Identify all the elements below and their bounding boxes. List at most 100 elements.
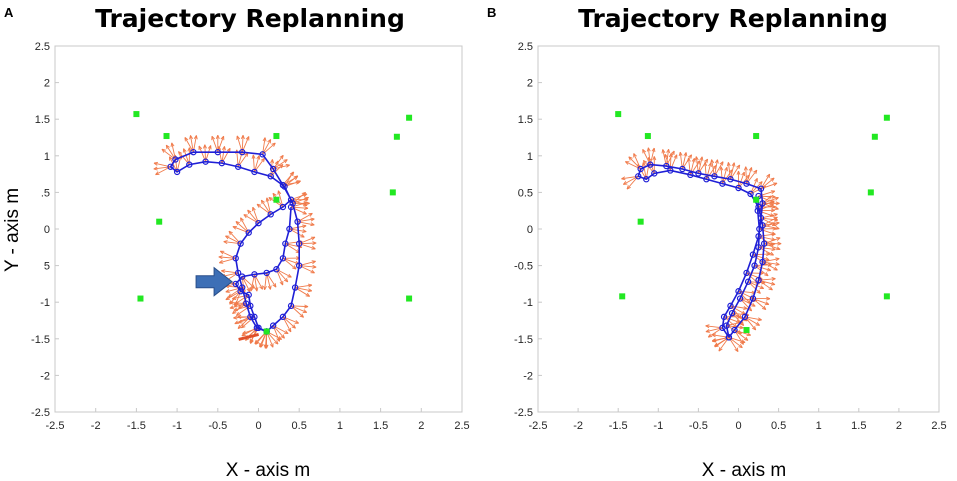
y-tick-label-b: -1.5 bbox=[514, 334, 533, 346]
heading-arrowhead bbox=[312, 241, 317, 246]
heading-arrowhead bbox=[238, 319, 243, 324]
heading-arrowhead bbox=[232, 225, 237, 230]
heading-arrowhead bbox=[240, 134, 245, 140]
y-tick-label-a: -1 bbox=[40, 297, 50, 309]
heading-arrowhead bbox=[305, 292, 310, 297]
trajectory-point bbox=[727, 176, 734, 183]
heading-arrowhead bbox=[284, 330, 289, 335]
heading-arrowhead bbox=[628, 156, 633, 161]
heading-arrowhead bbox=[254, 287, 259, 292]
heading-arrowhead bbox=[764, 272, 769, 277]
heading-arrowhead bbox=[741, 339, 746, 344]
heading-arrowhead bbox=[696, 160, 701, 165]
x-tick-label-a: 0.5 bbox=[292, 420, 307, 432]
heading-arrowhead bbox=[769, 251, 774, 256]
obstacle-marker bbox=[615, 111, 622, 118]
trajectory-point bbox=[190, 148, 197, 156]
heading-arrowhead bbox=[269, 343, 274, 348]
trajectory-point bbox=[234, 163, 242, 170]
heading-arrowhead bbox=[739, 325, 744, 330]
x-tick-label-a: -0.5 bbox=[208, 420, 227, 432]
trajectory-point bbox=[735, 288, 742, 295]
x-tick-label-a: -1.5 bbox=[127, 420, 146, 432]
heading-arrowhead bbox=[771, 247, 776, 252]
heading-arrowhead bbox=[759, 285, 765, 289]
heading-arrowhead bbox=[776, 246, 781, 251]
heading-arrowhead bbox=[301, 191, 307, 197]
heading-arrowhead bbox=[311, 260, 316, 265]
heading-arrowhead bbox=[708, 162, 712, 167]
heading-arrowhead bbox=[265, 197, 270, 202]
y-tick-label-b: 2.5 bbox=[518, 41, 533, 53]
heading-arrowhead bbox=[263, 344, 268, 349]
heading-arrowhead bbox=[254, 339, 259, 345]
heading-arrowhead bbox=[279, 154, 284, 160]
heading-arrowhead bbox=[718, 347, 723, 352]
y-tick-label-a: 5 bbox=[44, 261, 50, 273]
trajectory-point bbox=[281, 183, 288, 190]
heading-arrowhead bbox=[249, 287, 254, 292]
trajectory-point bbox=[723, 322, 730, 329]
heading-arrowhead bbox=[647, 157, 652, 162]
y-tick-label-b: -2.5 bbox=[514, 407, 533, 419]
trajectory-point bbox=[287, 302, 295, 310]
trajectory-point bbox=[239, 148, 246, 156]
obstacle-marker bbox=[163, 133, 170, 140]
heading-arrowhead bbox=[155, 171, 160, 176]
heading-arrowhead bbox=[285, 163, 290, 168]
heading-arrowhead bbox=[219, 259, 224, 264]
obstacle-marker bbox=[389, 189, 396, 196]
heading-arrowhead bbox=[775, 257, 780, 262]
trajectory-point bbox=[735, 184, 742, 192]
heading-arrowhead bbox=[272, 192, 277, 198]
heading-arrowhead bbox=[229, 305, 234, 310]
chart-title-a: Trajectory Replanning bbox=[95, 4, 405, 33]
obstacles-a bbox=[133, 111, 413, 335]
y-tick-label-a: 1 bbox=[44, 151, 50, 163]
trajectory-point bbox=[695, 170, 702, 177]
heading-arrowhead bbox=[728, 169, 733, 174]
heading-arrowhead bbox=[283, 277, 289, 283]
heading-arrowhead bbox=[246, 287, 251, 293]
heading-arrowhead bbox=[312, 264, 317, 269]
heading-arrowhead bbox=[228, 230, 233, 236]
heading-arrowhead bbox=[259, 342, 263, 348]
heading-arrowhead bbox=[291, 324, 296, 329]
trajectory-point bbox=[711, 173, 718, 180]
heading-arrowhead bbox=[182, 148, 187, 153]
trajectory-point bbox=[245, 291, 252, 299]
heading-arrowhead bbox=[771, 194, 776, 199]
heading-arrowhead bbox=[310, 222, 315, 227]
heading-arrowhead bbox=[184, 137, 189, 142]
y-tick-label-a: -2 bbox=[40, 370, 50, 382]
heading-arrowhead bbox=[748, 167, 753, 172]
trajectory-point bbox=[245, 229, 252, 236]
heading-arrowhead bbox=[751, 325, 757, 331]
trajectory-point bbox=[743, 269, 750, 277]
heading-arrowhead bbox=[743, 166, 748, 171]
trajectory-point bbox=[647, 161, 654, 168]
heading-arrowhead bbox=[770, 208, 775, 213]
trajectory-point bbox=[291, 284, 299, 291]
heading-arrowhead bbox=[240, 217, 244, 222]
trajectory-point bbox=[286, 225, 293, 233]
trajectory-point bbox=[282, 240, 289, 247]
heading-arrowhead bbox=[272, 283, 277, 288]
heading-arrowhead bbox=[739, 321, 745, 326]
y-tick-label-b: 2 bbox=[527, 78, 533, 90]
heading-arrowhead bbox=[703, 162, 708, 167]
heading-arrowhead bbox=[234, 320, 239, 325]
heading-arrowhead bbox=[303, 201, 308, 206]
heading-arrowhead bbox=[225, 235, 230, 240]
trajectory-point bbox=[736, 295, 744, 302]
panel-a: A Trajectory Replanning -2.5 -2 -1.5 -1 -0.5… bbox=[2, 4, 470, 481]
heading-arrowhead bbox=[651, 147, 656, 153]
trajectory-point bbox=[267, 211, 274, 218]
heading-arrowhead bbox=[712, 164, 717, 170]
heading-arrowhead bbox=[252, 206, 256, 212]
heading-arrowhead bbox=[193, 135, 198, 140]
heading-arrowhead bbox=[308, 212, 313, 217]
obstacle-marker bbox=[133, 111, 140, 118]
heading-arrowhead bbox=[741, 171, 745, 177]
heading-arrowhead bbox=[232, 309, 237, 314]
